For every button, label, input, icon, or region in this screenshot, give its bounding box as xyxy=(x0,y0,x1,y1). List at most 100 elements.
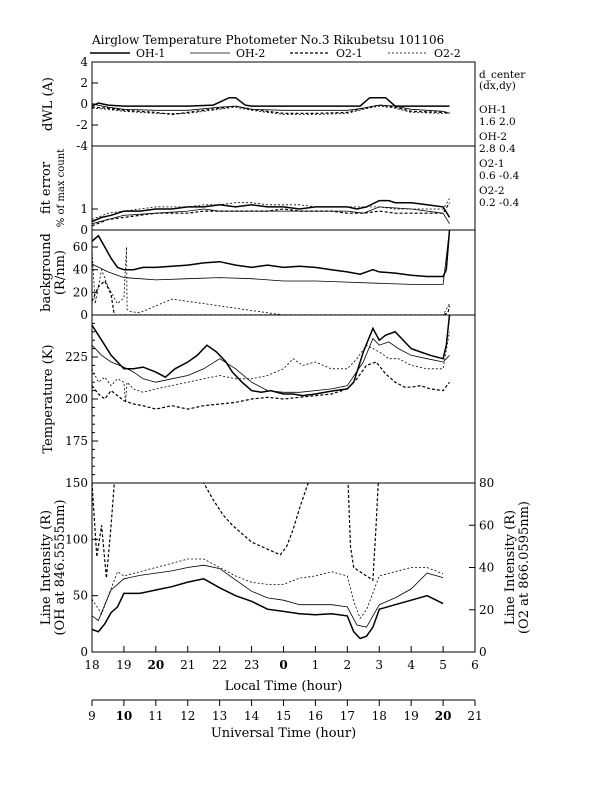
d-center-name: OH-1 xyxy=(479,104,507,116)
xtick-local-label: 22 xyxy=(212,658,227,672)
d-center-values: 0.6 -0.4 xyxy=(479,170,520,182)
ytick-label: 0 xyxy=(80,645,88,659)
xtick-ut-label: 14 xyxy=(244,709,260,723)
ytick-label: 175 xyxy=(65,434,88,448)
ytick-label: 40 xyxy=(73,263,88,277)
xtick-local-label: 21 xyxy=(180,658,195,672)
series-o2-1 xyxy=(92,202,451,227)
d-center-name: OH-2 xyxy=(479,131,507,143)
ytick-label: 4 xyxy=(80,55,88,69)
ytick-label: 2 xyxy=(80,76,88,90)
ytick-label: -2 xyxy=(76,118,88,132)
series-group xyxy=(92,315,451,410)
series-oh-2 xyxy=(92,206,450,225)
series-group xyxy=(92,96,450,116)
xtick-ut-label: 13 xyxy=(212,709,227,723)
panel-frame xyxy=(91,314,476,484)
ytick-right-label: 80 xyxy=(479,476,494,490)
ylabel-fit: % of max count xyxy=(56,149,67,227)
legend: OH-1 OH-2 O2-1 O2-2 xyxy=(90,47,461,60)
ytick-label: 20 xyxy=(73,285,88,299)
ytick-label: 200 xyxy=(65,392,88,406)
panel-frame xyxy=(91,482,476,653)
d-center-annotation: d_center(dx,dy) OH-11.6 2.0 OH-22.8 0.4 O2-… xyxy=(479,69,526,209)
ylabel-int: Line Intensity (R) xyxy=(39,510,54,625)
series-o2-2 xyxy=(92,198,450,220)
series-oh-2 xyxy=(92,230,450,285)
ytick-label: 50 xyxy=(73,589,88,603)
panel-temp: 225 200 175 Temperature (K) xyxy=(41,314,476,484)
panel-dwl: 4 2 0 -2 -4 dWL (A) xyxy=(41,55,476,153)
panel-fit: 1 0 fit error% of max count xyxy=(39,145,476,237)
xtick-ut-label: 17 xyxy=(340,709,355,723)
ytick-right-label: 40 xyxy=(479,561,494,575)
xtick-ut-label: 21 xyxy=(467,709,482,723)
ytick-label: 1 xyxy=(80,202,88,216)
series-o2-2 xyxy=(92,105,450,115)
series-oh-2 xyxy=(92,564,444,628)
series-oh-1 xyxy=(92,315,451,397)
legend-label: O2-2 xyxy=(434,47,461,60)
ytick-label: 0 xyxy=(80,97,88,111)
legend-label: OH-1 xyxy=(136,47,165,60)
xtick-local-label: 18 xyxy=(84,658,99,672)
legend-label: OH-2 xyxy=(236,47,265,60)
xtick-local-label: 20 xyxy=(147,658,164,672)
xtick-ut-label: 18 xyxy=(372,709,387,723)
ylabel-right-int: (O2 at 866.0595nm) xyxy=(517,501,532,634)
ytick-right-label: 0 xyxy=(479,645,487,659)
xtick-local-label: 3 xyxy=(375,658,383,672)
series-o2-1 xyxy=(92,104,450,116)
panel-frame xyxy=(91,61,476,147)
series-oh-1 xyxy=(92,578,444,640)
d-center-header: d_center xyxy=(479,69,526,81)
series-o2-2 xyxy=(92,558,444,620)
ylabel-bg: background xyxy=(39,233,54,312)
ytick-label: 0 xyxy=(80,308,88,322)
ytick-label: 100 xyxy=(65,532,88,546)
panel-bg: 60 40 20 0 background (R/nm) xyxy=(39,229,476,322)
xtick-ut-label: 20 xyxy=(435,709,452,723)
ytick-label: 225 xyxy=(65,350,88,364)
series-group xyxy=(92,198,451,227)
ylabel-right-int: Line Intensity (R) xyxy=(503,510,518,625)
series-oh-1 xyxy=(92,230,451,278)
xtick-ut-label: 16 xyxy=(308,709,323,723)
xlabel-ut: Universal Time (hour) xyxy=(211,726,356,741)
xtick-local-label: 6 xyxy=(471,658,479,672)
chart-title: Airglow Temperature Photometer No.3 Riku… xyxy=(91,33,444,47)
series-group xyxy=(92,483,444,640)
panel-frame xyxy=(91,229,476,316)
series-o2-2 xyxy=(92,246,450,315)
series-oh-2 xyxy=(92,337,450,393)
xtick-local-label: 5 xyxy=(439,658,447,672)
series-o2-1 xyxy=(92,483,379,582)
xtick-ut-label: 12 xyxy=(180,709,195,723)
xtick-local-label: 19 xyxy=(116,658,131,672)
panel-frame xyxy=(91,145,476,231)
series-group xyxy=(92,230,451,315)
series-oh-1 xyxy=(92,199,451,223)
series-oh-1 xyxy=(92,96,450,107)
xtick-ut-label: 15 xyxy=(276,709,291,723)
ytick-right-label: 20 xyxy=(479,603,494,617)
xtick-local-label: 1 xyxy=(312,658,320,672)
d-center-name: O2-1 xyxy=(479,158,505,170)
d-center-values: 1.6 2.0 xyxy=(479,116,516,128)
xtick-local-label: 4 xyxy=(407,658,415,672)
ylabel-fit: fit error xyxy=(39,161,54,214)
ylabel-bg: (R/nm) xyxy=(53,250,68,295)
d-center-values: 2.8 0.4 xyxy=(479,143,516,155)
xtick-local-label: 2 xyxy=(344,658,352,672)
ylabel-dwl: dWL (A) xyxy=(41,77,56,131)
series-o2-2 xyxy=(92,331,450,403)
xtick-ut-label: 19 xyxy=(404,709,419,723)
series-oh-2 xyxy=(92,103,450,114)
d-center-header: (dx,dy) xyxy=(479,80,516,92)
ylabel-temp: Temperature (K) xyxy=(41,344,56,453)
xtick-ut-label: 9 xyxy=(88,709,96,723)
